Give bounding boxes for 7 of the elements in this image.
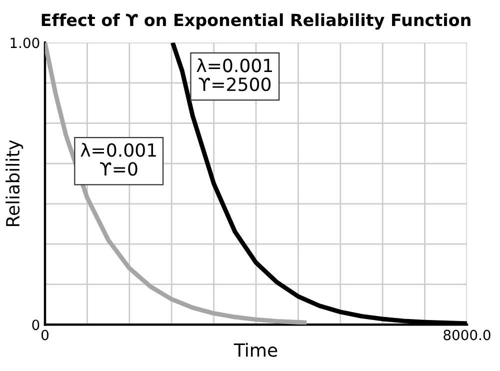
- series-label: λ=0.001 ϒ=2500: [196, 58, 272, 92]
- x-axis-title: Time: [234, 342, 278, 357]
- y-tick-label: 1.00: [10, 38, 40, 48]
- chart-title: Effect of ϒ on Exponential Reliability Function: [42, 13, 470, 30]
- x-tick-label: 8000.0: [444, 330, 490, 340]
- y-axis-title: Reliability: [6, 140, 24, 226]
- series-label: λ=0.001 ϒ=0: [80, 142, 156, 176]
